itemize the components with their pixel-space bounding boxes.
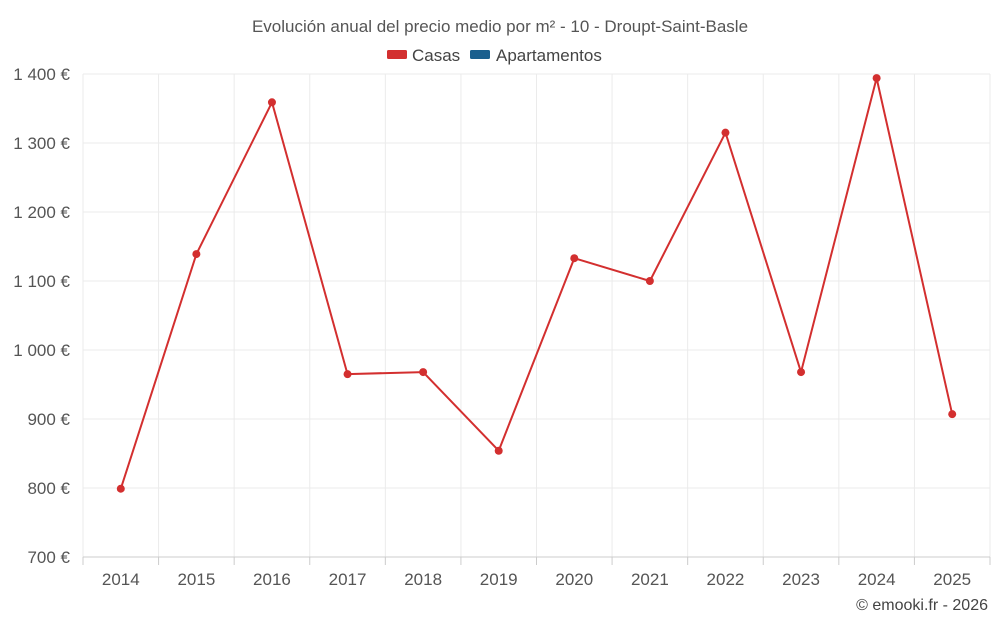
legend-swatch-apartamentos — [470, 50, 490, 59]
data-point-casas[interactable] — [494, 446, 503, 455]
data-point-casas[interactable] — [267, 98, 276, 107]
x-tick-label: 2021 — [631, 570, 669, 589]
y-tick-label: 800 € — [27, 479, 70, 498]
data-point-casas[interactable] — [872, 74, 881, 83]
x-tick-label: 2017 — [329, 570, 367, 589]
x-tick-label: 2018 — [404, 570, 442, 589]
legend-label-casas: Casas — [412, 46, 460, 65]
x-tick-label: 2025 — [933, 570, 971, 589]
legend-item-apartamentos[interactable]: Apartamentos — [470, 46, 602, 65]
axes: 700 € 800 € 900 € 1 000 € 1 100 € 1 200 € 1 30… — [13, 65, 991, 589]
y-tick-label: 1 000 € — [13, 341, 70, 360]
x-tick-label: 2016 — [253, 570, 291, 589]
data-point-casas[interactable] — [797, 368, 806, 377]
y-tick-label: 1 300 € — [13, 134, 70, 153]
x-tick-label: 2019 — [480, 570, 518, 589]
legend: Casas Apartamentos — [387, 46, 602, 65]
series — [116, 74, 957, 493]
data-point-casas[interactable] — [570, 254, 579, 263]
chart-title: Evolución anual del precio medio por m² … — [252, 17, 748, 36]
data-point-casas[interactable] — [721, 128, 730, 137]
y-tick-label: 700 € — [27, 548, 70, 567]
y-tick-label: 1 100 € — [13, 272, 70, 291]
data-point-casas[interactable] — [343, 370, 352, 379]
x-tick-label: 2015 — [177, 570, 215, 589]
x-tick-label: 2020 — [555, 570, 593, 589]
legend-swatch-casas — [387, 50, 407, 59]
x-tick-label: 2024 — [858, 570, 896, 589]
legend-item-casas[interactable]: Casas — [387, 46, 460, 65]
series-line-casas — [119, 77, 954, 490]
x-tick-label: 2014 — [102, 570, 140, 589]
data-point-casas[interactable] — [116, 484, 125, 493]
grid — [82, 73, 991, 557]
data-point-casas[interactable] — [948, 410, 957, 419]
legend-label-apartamentos: Apartamentos — [496, 46, 602, 65]
y-tick-label: 1 200 € — [13, 203, 70, 222]
data-point-casas[interactable] — [645, 277, 654, 285]
data-point-casas[interactable] — [419, 368, 428, 377]
x-tick-label: 2023 — [782, 570, 820, 589]
credit-text: © emooki.fr - 2026 — [856, 597, 988, 614]
y-tick-label: 1 400 € — [13, 65, 70, 84]
x-tick-label: 2022 — [707, 570, 745, 589]
y-tick-label: 900 € — [27, 410, 70, 429]
data-point-casas[interactable] — [192, 250, 201, 259]
